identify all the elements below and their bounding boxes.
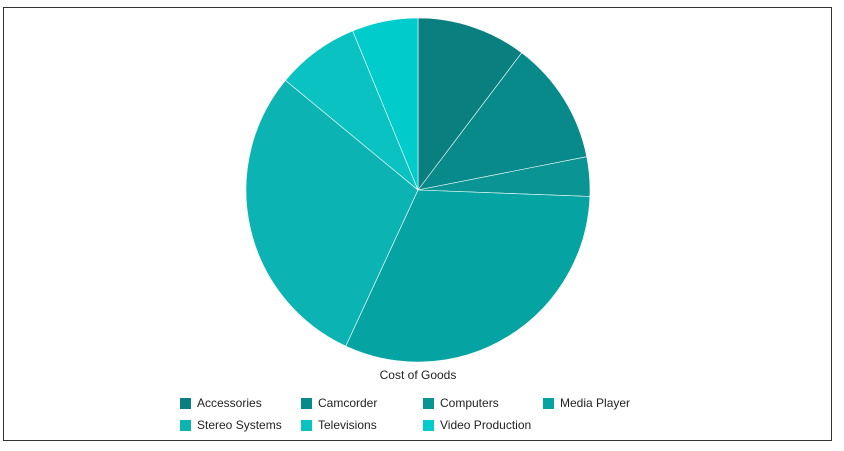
legend-label: Televisions: [318, 418, 377, 432]
legend-item-computers[interactable]: Computers: [423, 395, 499, 411]
legend-label: Accessories: [197, 396, 262, 410]
pie-slice-camcorder[interactable]: [417, 52, 588, 191]
legend-item-media-player[interactable]: Media Player: [543, 395, 630, 411]
chart-title: Cost of Goods: [379, 368, 457, 382]
legend-label: Computers: [440, 396, 499, 410]
legend-label: Media Player: [560, 396, 631, 410]
pie-slice-stereo-systems[interactable]: [245, 79, 419, 347]
legend-item-accessories[interactable]: Accessories: [180, 395, 262, 411]
legend-item-televisions[interactable]: Televisions: [301, 417, 377, 433]
legend-swatch: [423, 397, 434, 409]
legend-swatch: [301, 419, 312, 431]
legend-swatch: [180, 397, 191, 409]
legend-label: Camcorder: [318, 396, 378, 410]
pie-slice-media-player[interactable]: [345, 189, 591, 363]
legend-item-video-production[interactable]: Video Production: [423, 417, 531, 433]
legend-swatch: [301, 397, 312, 409]
legend-swatch: [423, 419, 434, 431]
legend-label: Stereo Systems: [197, 418, 282, 432]
legend-swatch: [543, 397, 554, 409]
pie-slice-accessories[interactable]: [417, 17, 523, 191]
legend-item-camcorder[interactable]: Camcorder: [301, 395, 377, 411]
pie-slice-video-production[interactable]: [352, 17, 419, 191]
legend-label: Video Production: [440, 418, 532, 432]
legend-swatch: [180, 419, 191, 431]
legend-item-stereo-systems[interactable]: Stereo Systems: [180, 417, 282, 433]
